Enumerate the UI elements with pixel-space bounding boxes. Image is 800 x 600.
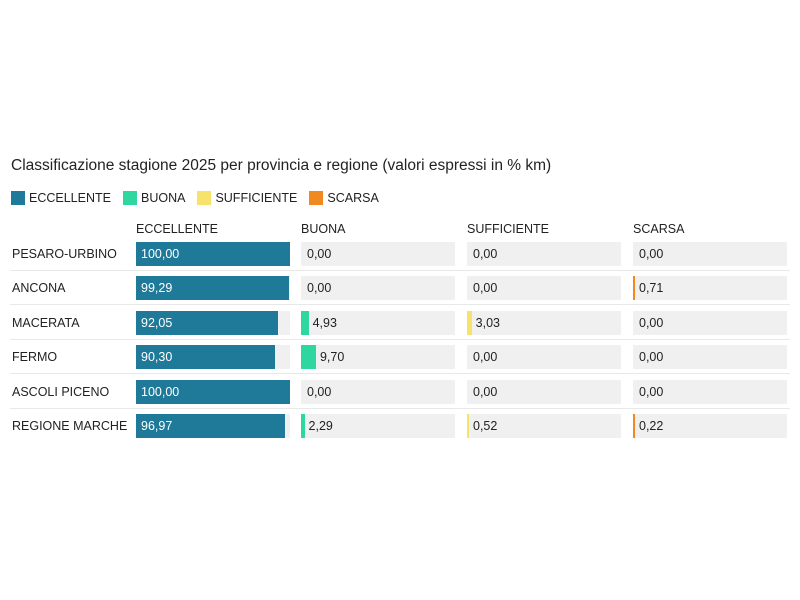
legend-item-scarsa: SCARSA	[309, 191, 379, 205]
cell-eccellente: 92,05	[136, 310, 290, 335]
cell-scarsa: 0,00	[633, 345, 787, 370]
row-divider	[10, 373, 790, 375]
cell-eccellente: 100,00	[136, 242, 290, 266]
bar-buona	[301, 310, 309, 335]
value-label: 0,00	[473, 350, 498, 365]
cell-scarsa: 0,71	[633, 276, 787, 301]
legend-item-eccellente: ECCELLENTE	[11, 191, 111, 205]
row-label: MACERATA	[12, 315, 80, 330]
value-label: 100,00	[141, 247, 180, 261]
cell-sufficiente: 0,00	[467, 242, 621, 266]
cell-eccellente: 96,97	[136, 414, 290, 438]
legend-label: SCARSA	[327, 191, 379, 205]
legend-swatch	[197, 191, 212, 205]
value-label: 0,00	[639, 247, 664, 261]
bar-buona	[301, 345, 316, 370]
cell-eccellente: 90,30	[136, 345, 290, 370]
cell-buona: 0,00	[301, 379, 455, 404]
legend-label: BUONA	[140, 191, 186, 205]
bar-eccellente	[136, 345, 276, 370]
legend-item-sufficiente: SUFFICIENTE	[197, 191, 297, 205]
legend-swatch	[122, 191, 137, 205]
row-label: REGIONE MARCHE	[12, 419, 128, 433]
cell-buona: 9,70	[301, 345, 455, 370]
bar-eccellente	[136, 414, 286, 438]
cell-scarsa: 0,00	[633, 379, 787, 404]
bar-sufficiente	[467, 414, 469, 438]
value-label: 0,00	[307, 281, 332, 296]
value-label: 0,00	[473, 247, 498, 261]
value-label: 0,00	[473, 384, 498, 399]
legend: ECCELLENTE BUONA SUFFICIENTE SCARSA	[11, 188, 391, 208]
row-divider	[10, 304, 790, 306]
row-label: PESARO-URBINO	[12, 247, 117, 261]
cell-buona: 4,93	[301, 310, 455, 335]
value-label: 100,00	[141, 384, 180, 399]
bar-scarsa	[633, 276, 635, 301]
value-label: 0,00	[639, 315, 664, 330]
chart-title: Classificazione stagione 2025 per provin…	[11, 157, 552, 174]
cell-sufficiente: 3,03	[467, 310, 621, 335]
bar-eccellente	[136, 242, 290, 266]
column-header-eccellente: ECCELLENTE	[136, 222, 218, 236]
value-label: 0,22	[639, 419, 664, 433]
bar-eccellente	[136, 379, 290, 404]
value-label: 3,03	[475, 315, 500, 330]
column-header-sufficiente: SUFFICIENTE	[467, 222, 549, 236]
row-divider	[10, 338, 790, 340]
value-label: 0,52	[473, 419, 498, 433]
value-label: 0,00	[639, 384, 664, 399]
cell-buona: 2,29	[301, 414, 455, 438]
legend-swatch	[309, 191, 324, 205]
cell-buona: 0,00	[301, 276, 455, 301]
cell-scarsa: 0,22	[633, 414, 787, 438]
row-divider	[10, 407, 790, 409]
cell-scarsa: 0,00	[633, 242, 787, 266]
cell-sufficiente: 0,00	[467, 276, 621, 301]
value-label: 90,30	[141, 350, 173, 365]
row-divider	[10, 270, 790, 271]
value-label: 0,00	[307, 247, 332, 261]
column-header-buona: BUONA	[301, 222, 346, 236]
legend-item-buona: BUONA	[122, 191, 186, 205]
value-label: 2,29	[308, 419, 333, 433]
value-label: 4,93	[312, 315, 337, 330]
cell-sufficiente: 0,00	[467, 345, 621, 370]
bar-eccellente	[136, 310, 278, 335]
legend-label: SUFFICIENTE	[215, 191, 298, 205]
row-label: FERMO	[12, 350, 58, 365]
row-label: ANCONA	[12, 281, 66, 296]
bar-scarsa	[633, 414, 635, 438]
legend-swatch	[11, 191, 25, 205]
value-label: 0,00	[639, 350, 664, 365]
value-label: 0,71	[639, 281, 664, 296]
bar-buona	[301, 414, 305, 438]
value-label: 99,29	[141, 281, 173, 296]
row-label: ASCOLI PICENO	[12, 384, 110, 399]
bar-sufficiente	[467, 310, 472, 335]
value-label: 0,00	[473, 281, 498, 296]
cell-sufficiente: 0,52	[467, 414, 621, 438]
value-label: 92,05	[141, 315, 173, 330]
cell-sufficiente: 0,00	[467, 379, 621, 404]
cell-eccellente: 99,29	[136, 276, 290, 301]
cell-eccellente: 100,00	[136, 379, 290, 404]
legend-label: ECCELLENTE	[29, 191, 111, 205]
bar-eccellente	[136, 276, 289, 301]
cell-scarsa: 0,00	[633, 310, 787, 335]
value-label: 0,00	[307, 384, 332, 399]
value-label: 9,70	[319, 350, 345, 365]
column-header-scarsa: SCARSA	[633, 222, 685, 236]
value-label: 96,97	[141, 419, 173, 433]
cell-buona: 0,00	[301, 242, 455, 266]
